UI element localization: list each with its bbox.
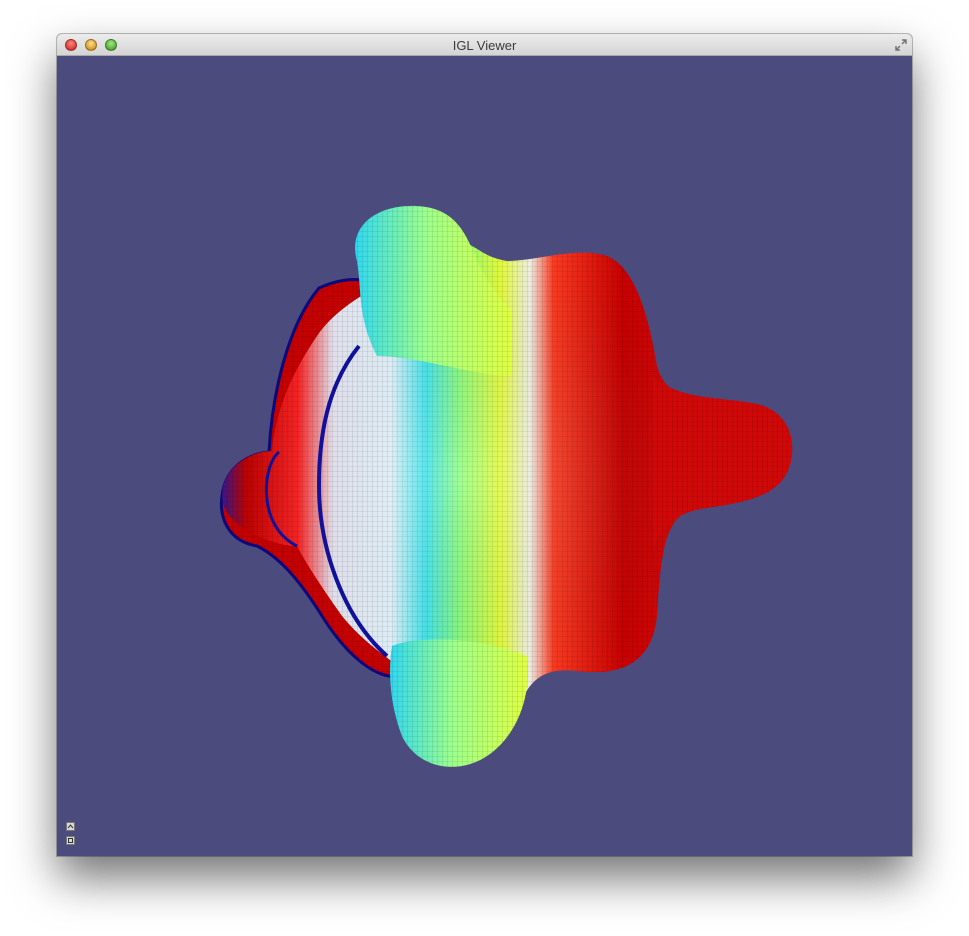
minimize-button[interactable] — [85, 39, 97, 51]
title-bar[interactable]: IGL Viewer — [57, 34, 912, 56]
close-button[interactable] — [65, 39, 77, 51]
viewer-window: IGL Viewer — [57, 34, 912, 856]
window-title: IGL Viewer — [452, 38, 517, 53]
colored-mesh-render[interactable] — [57, 56, 912, 856]
zoom-button[interactable] — [105, 39, 117, 51]
collapse-panel-icon[interactable] — [66, 822, 75, 831]
fullscreen-icon[interactable] — [894, 38, 908, 52]
3d-viewport[interactable] — [57, 56, 912, 856]
panel-settings-icon[interactable] — [66, 836, 75, 845]
